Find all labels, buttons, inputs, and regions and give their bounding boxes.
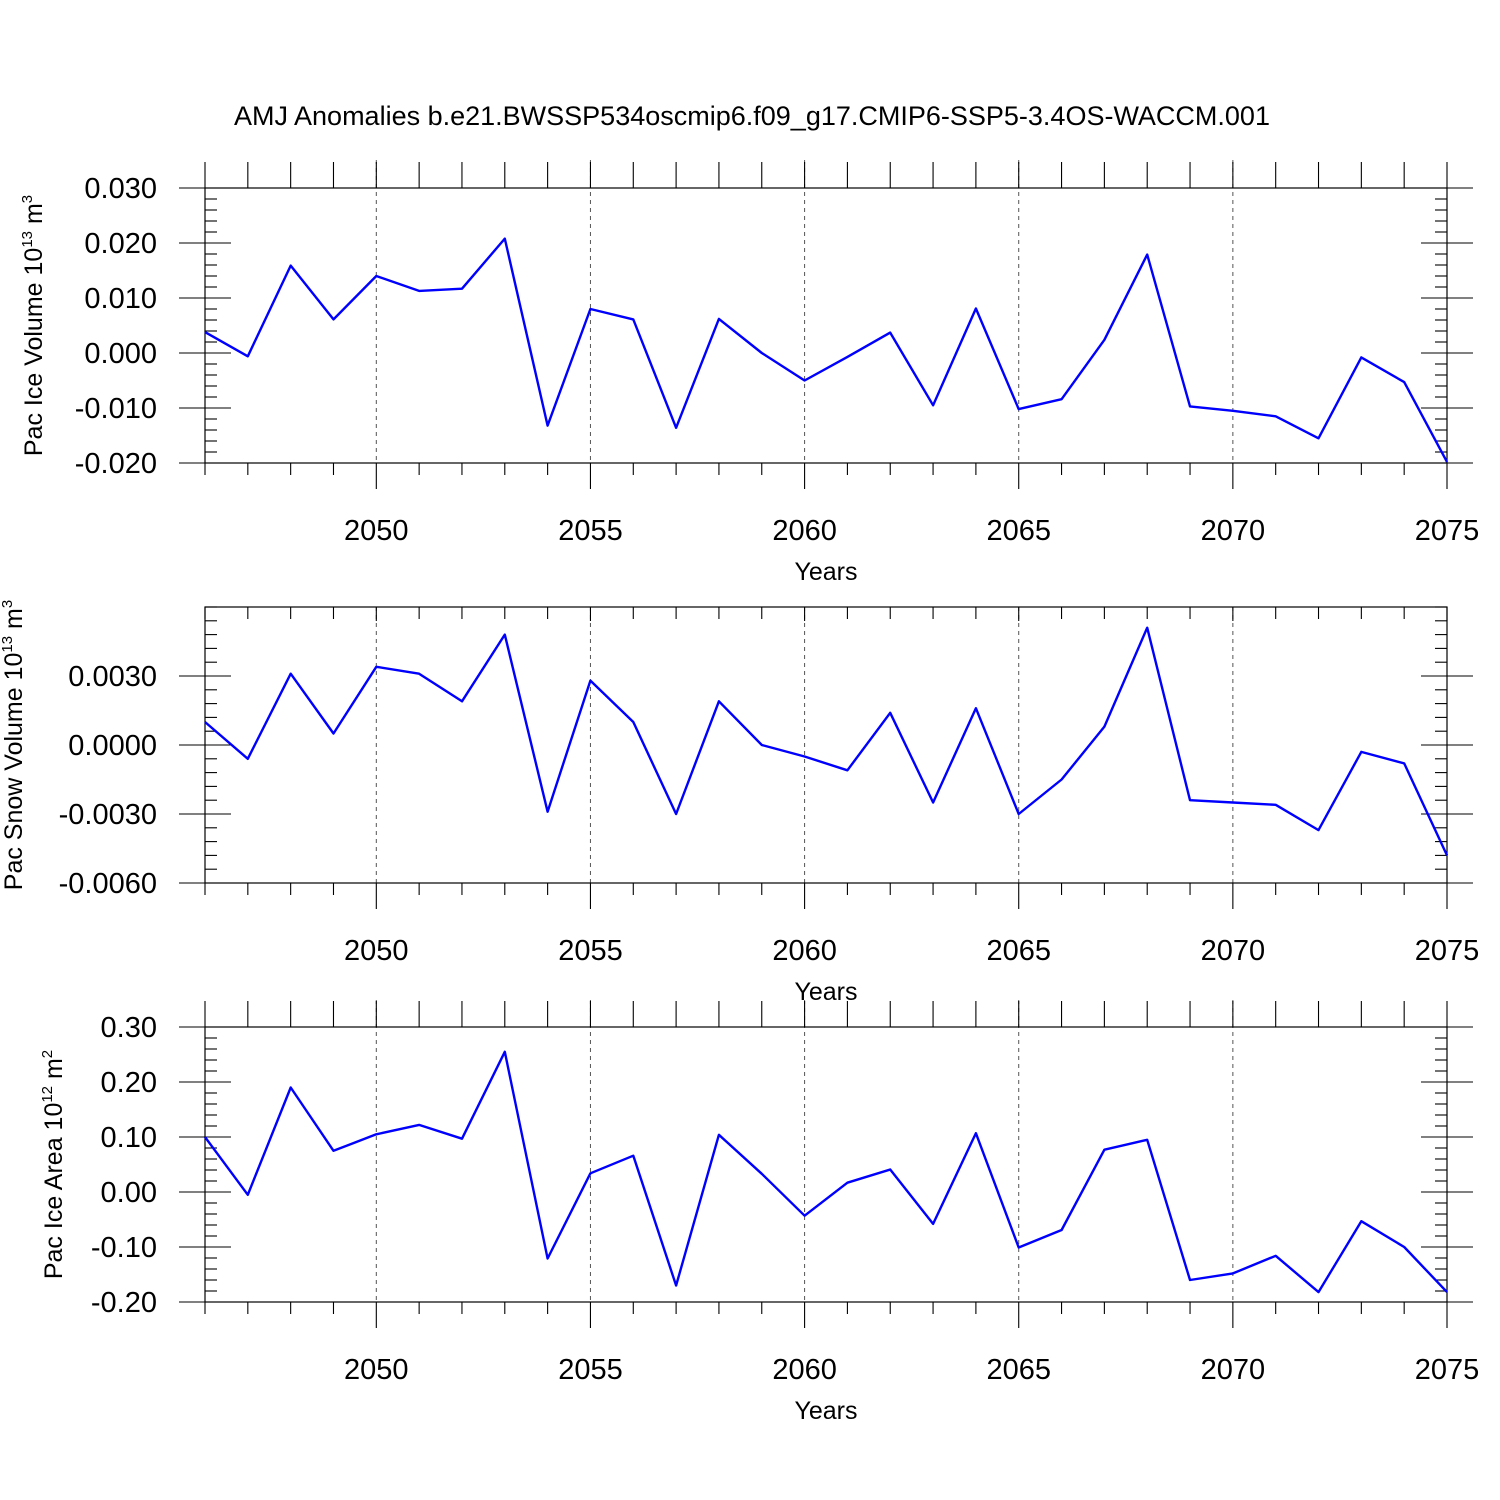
x-tick-label: 2050 [344, 515, 409, 547]
x-tick-label: 2075 [1415, 515, 1480, 547]
x-tick-label: 2065 [986, 515, 1051, 547]
y-tick-label: -0.10 [91, 1232, 157, 1264]
panel-snow-volume: 2050 2055 2060 2065 2070 2075 -0.0060 -0.0030 0.… [0, 600, 1479, 1006]
y-tick-label: -0.20 [91, 1287, 157, 1319]
x-tick-label: 2070 [1201, 1354, 1266, 1386]
y-axis-label: Pac Ice Volume 1013 m3 [19, 195, 48, 456]
plot-frame [204, 606, 1448, 884]
y-axis-label: Pac Snow Volume 1013 m3 [0, 600, 28, 890]
y-tick-label: -0.020 [75, 448, 157, 480]
x-tick-label: 2050 [344, 935, 409, 967]
series-line [204, 237, 1449, 463]
y-tick-label: 0.030 [84, 173, 157, 205]
x-tick-label: 2070 [1201, 515, 1266, 547]
x-tick-label: 2055 [558, 515, 623, 547]
plot-frame [204, 1026, 1448, 1303]
y-tick-label: 0.30 [101, 1012, 157, 1044]
x-tick-label: 2060 [772, 515, 837, 547]
x-axis-label: Years [794, 1397, 857, 1425]
x-axis-label: Years [794, 558, 857, 586]
y-tick-label: 0.00 [101, 1177, 157, 1209]
y-tick-label: 0.010 [84, 283, 157, 315]
x-tick-label: 2060 [772, 935, 837, 967]
series-line [204, 1050, 1448, 1294]
y-tick-label: 0.000 [84, 338, 157, 370]
x-tick-label: 2055 [558, 935, 623, 967]
x-tick-label: 2065 [986, 935, 1051, 967]
y-tick-label: -0.0060 [59, 868, 157, 900]
plot-frame [204, 187, 1448, 464]
chart-title: AMJ Anomalies b.e21.BWSSP534oscmip6.f09_… [234, 101, 1270, 131]
x-tick-label: 2070 [1201, 935, 1266, 967]
panel-ice-volume: 2050 2055 2060 2065 2070 2075 -0.020 -0.010 0.00… [19, 160, 1479, 586]
x-axis-label: Years [794, 978, 857, 1006]
x-tick-label: 2075 [1415, 1354, 1480, 1386]
y-tick-label: -0.0030 [59, 799, 157, 831]
panel-ice-area: 2050 2055 2060 2065 2070 2075 -0.20 -0.10 0.00 0.… [39, 1000, 1479, 1425]
x-tick-label: 2055 [558, 1354, 623, 1386]
x-tick-label: 2060 [772, 1354, 837, 1386]
x-tick-label: 2075 [1415, 935, 1480, 967]
y-axis-label: Pac Ice Area 1012 m2 [39, 1050, 68, 1279]
y-tick-label: 0.0030 [68, 661, 157, 693]
y-tick-label: 0.0000 [68, 730, 157, 762]
series-line [204, 626, 1449, 856]
x-tick-label: 2065 [986, 1354, 1051, 1386]
y-tick-label: 0.020 [84, 228, 157, 260]
x-tick-label: 2050 [344, 1354, 409, 1386]
y-tick-label: 0.10 [101, 1122, 157, 1154]
y-tick-label: -0.010 [75, 393, 157, 425]
y-tick-label: 0.20 [101, 1067, 157, 1099]
